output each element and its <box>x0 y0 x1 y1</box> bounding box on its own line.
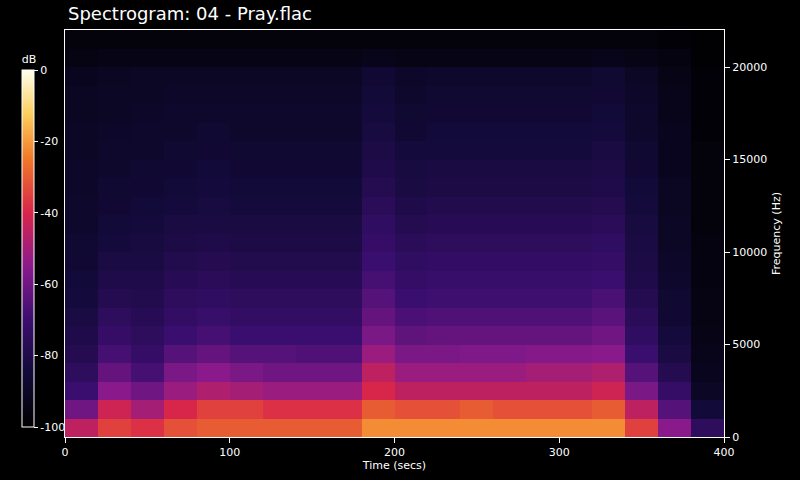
svg-text:Time (secs): Time (secs) <box>362 459 426 472</box>
svg-text:dB: dB <box>22 53 37 66</box>
svg-text:400: 400 <box>714 446 735 459</box>
svg-text:5000: 5000 <box>732 338 760 351</box>
svg-text:-40: -40 <box>40 207 58 220</box>
svg-text:15000: 15000 <box>732 153 767 166</box>
svg-text:100: 100 <box>219 446 240 459</box>
svg-text:10000: 10000 <box>732 246 767 259</box>
svg-text:-80: -80 <box>40 349 58 362</box>
svg-text:20000: 20000 <box>732 61 767 74</box>
svg-text:0: 0 <box>62 446 69 459</box>
svg-text:0: 0 <box>40 64 47 77</box>
svg-text:0: 0 <box>732 431 739 444</box>
svg-text:-60: -60 <box>40 278 58 291</box>
svg-text:-20: -20 <box>40 135 58 148</box>
svg-text:Spectrogram: 04 - Pray.flac: Spectrogram: 04 - Pray.flac <box>68 3 312 24</box>
svg-text:Frequency (Hz): Frequency (Hz) <box>770 192 783 275</box>
svg-text:200: 200 <box>384 446 405 459</box>
svg-text:-100: -100 <box>40 421 65 434</box>
svg-text:300: 300 <box>549 446 570 459</box>
